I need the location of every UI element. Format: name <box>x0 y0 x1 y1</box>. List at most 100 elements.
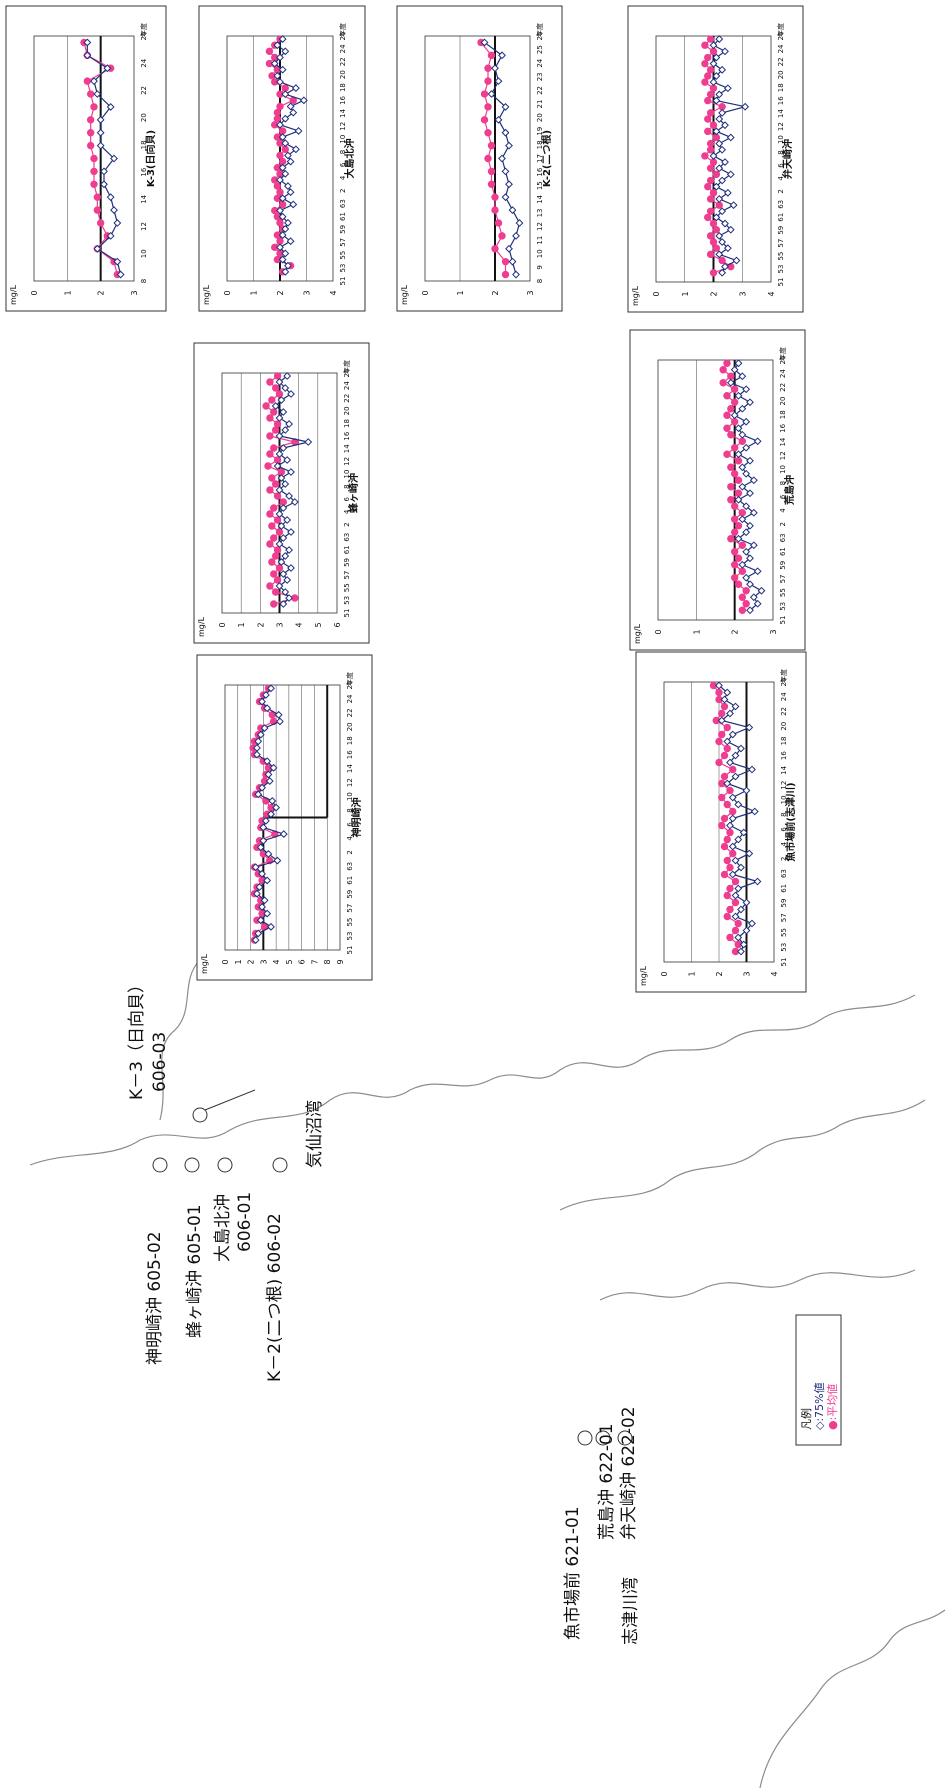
y-tick-label: 2 <box>256 622 265 627</box>
x-tick-label: 22 <box>536 86 544 95</box>
mean-point <box>273 114 282 123</box>
mean-point <box>704 127 712 136</box>
x-tick-label: 26 <box>779 355 787 364</box>
mean-point <box>723 424 731 432</box>
x-tick-label: 61 <box>777 213 785 222</box>
chart-title: K-2(二つ根) <box>540 130 553 187</box>
mean-point <box>271 426 280 434</box>
p75-point <box>738 430 747 439</box>
y-tick-label: 1 <box>692 629 701 634</box>
mean-point <box>706 164 715 172</box>
y-axis-label: mg/L <box>202 284 211 305</box>
p75-point <box>279 600 288 608</box>
p75-point <box>734 884 743 893</box>
p75-point <box>258 869 266 878</box>
mean-point <box>730 574 739 582</box>
y-axis-label: mg/L <box>9 284 18 305</box>
p75-point <box>742 786 751 795</box>
y-tick-label: 2 <box>731 629 740 634</box>
p75-point <box>281 139 290 148</box>
x-tick-label: 63 <box>343 533 351 542</box>
p75-point <box>748 765 756 774</box>
p75-point <box>715 90 724 99</box>
mean-point <box>706 146 715 154</box>
mean-point <box>487 141 496 150</box>
mean-point <box>738 567 747 575</box>
mean-point <box>726 933 734 942</box>
p75-point <box>737 905 745 914</box>
label-oshima-kita: 大島北沖 <box>213 1194 233 1262</box>
mean-point <box>273 420 282 428</box>
mean-point <box>720 814 729 823</box>
mean-point <box>501 270 510 279</box>
p75-point <box>276 717 284 726</box>
p75-point <box>291 84 300 92</box>
p75-point <box>753 437 762 446</box>
mean-point <box>730 444 739 452</box>
p75-point <box>271 402 280 410</box>
x-tick-label: 53 <box>339 264 347 273</box>
x-tick-label: 24 <box>343 381 351 390</box>
p75-point <box>284 261 292 270</box>
y-tick-label: 3 <box>130 290 139 295</box>
y-tick-label: 0 <box>660 971 669 976</box>
coastline-south-cape <box>759 1609 946 1788</box>
x-tick-label: 16 <box>777 96 785 105</box>
x-tick-label: 20 <box>140 113 148 122</box>
mean-point <box>491 245 499 253</box>
p75-point <box>100 167 108 176</box>
mean-point <box>723 856 731 865</box>
p75-point <box>734 933 743 942</box>
mean-point <box>276 102 284 111</box>
p75-point <box>731 772 740 781</box>
x-tick-label: 63 <box>780 869 788 878</box>
x-tick-label: 12 <box>780 781 788 790</box>
mean-point <box>742 587 750 595</box>
p75-point <box>267 922 275 931</box>
p75-point <box>723 84 732 93</box>
mean-point <box>266 540 274 548</box>
mean-point <box>715 201 723 209</box>
x-tick-label: 63 <box>346 862 354 871</box>
p75-point <box>275 486 284 494</box>
p75-point <box>723 779 732 788</box>
p75-point <box>254 929 263 938</box>
mean-point <box>266 486 274 494</box>
p75-point <box>284 182 292 190</box>
mean-point <box>273 516 282 524</box>
p75-point <box>746 580 754 589</box>
p75-point <box>712 182 721 191</box>
x-tick-label: 18 <box>343 419 351 428</box>
mean-point <box>96 219 105 227</box>
mean-point <box>709 84 718 92</box>
p75-point <box>728 814 737 823</box>
p75-point <box>110 206 118 214</box>
x-tick-label: 16 <box>140 167 148 176</box>
mean-point <box>706 250 715 259</box>
p75-point <box>286 237 295 246</box>
p75-point <box>738 482 747 491</box>
x-tick-label: 8 <box>140 279 148 283</box>
x-tick-label: 26 <box>777 31 785 40</box>
x-tick-label: 24 <box>777 44 785 53</box>
x-tick-label: 8 <box>339 150 347 154</box>
x-tick-label: 59 <box>779 561 787 570</box>
x-tick-label: 12 <box>346 778 354 787</box>
mean-point <box>704 182 712 191</box>
p75-point <box>113 257 122 266</box>
mean-point <box>266 450 274 458</box>
p75-point <box>277 396 286 404</box>
p75-point <box>286 188 295 197</box>
p75-point <box>742 502 751 511</box>
p75-point <box>505 244 513 253</box>
p75-point <box>515 219 524 227</box>
p75-point <box>106 193 115 202</box>
y-tick-label: 3 <box>259 959 268 964</box>
p75-point <box>734 391 743 400</box>
p75-point <box>268 797 277 805</box>
x-tick-label: 16 <box>346 750 354 759</box>
mean-point <box>494 219 503 227</box>
p75-point <box>304 438 313 446</box>
x-tick-label: 4 <box>343 509 351 514</box>
